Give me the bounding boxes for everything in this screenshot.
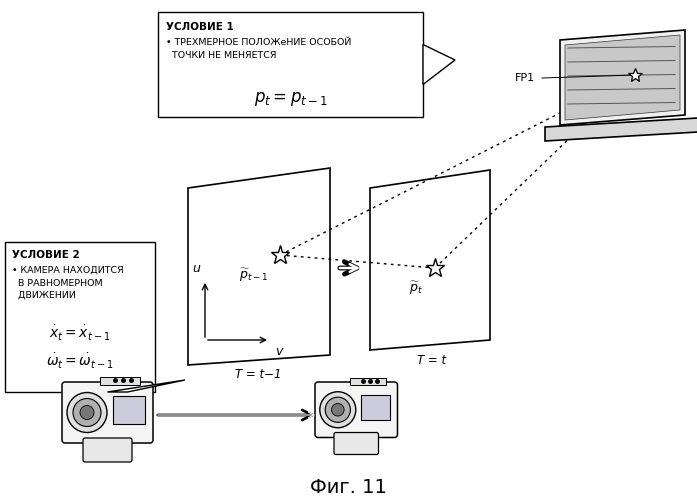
Circle shape — [325, 397, 351, 422]
Circle shape — [73, 398, 101, 426]
Text: • ТРЕХМЕРНОЕ ПОЛОЖеНИЕ ОСОБОЙ
  ТОЧКИ НЕ МЕНЯЕТСЯ: • ТРЕХМЕРНОЕ ПОЛОЖеНИЕ ОСОБОЙ ТОЧКИ НЕ М… — [166, 38, 351, 60]
FancyBboxPatch shape — [62, 382, 153, 443]
Text: $\dot{\omega}_t = \dot{\omega}_{t-1}$: $\dot{\omega}_t = \dot{\omega}_{t-1}$ — [46, 352, 114, 371]
FancyBboxPatch shape — [315, 382, 397, 438]
Polygon shape — [545, 118, 697, 141]
Polygon shape — [560, 30, 685, 125]
Text: T = t−1: T = t−1 — [235, 368, 282, 381]
Bar — [361, 395, 390, 420]
Bar — [100, 377, 140, 385]
Text: $\widetilde{p}_t$: $\widetilde{p}_t$ — [409, 280, 423, 297]
Text: T = t: T = t — [418, 354, 447, 367]
Text: $\dot{x}_t = \dot{x}_{t-1}$: $\dot{x}_t = \dot{x}_{t-1}$ — [49, 324, 111, 343]
Polygon shape — [423, 44, 455, 84]
Text: Фиг. 11: Фиг. 11 — [309, 478, 386, 497]
Text: u: u — [192, 262, 200, 275]
Bar — [158, 12, 423, 117]
Bar — [349, 378, 385, 385]
Polygon shape — [370, 170, 490, 350]
FancyBboxPatch shape — [83, 438, 132, 462]
Text: УСЛОВИЕ 2: УСЛОВИЕ 2 — [12, 250, 79, 260]
Text: $p_t = p_{t-1}$: $p_t = p_{t-1}$ — [254, 90, 328, 108]
Bar — [113, 396, 145, 424]
Polygon shape — [107, 380, 185, 392]
Circle shape — [67, 392, 107, 432]
Circle shape — [320, 392, 355, 428]
FancyBboxPatch shape — [334, 432, 378, 454]
Text: v: v — [275, 345, 282, 358]
Text: $\widetilde{p}_{t-1}$: $\widetilde{p}_{t-1}$ — [239, 267, 268, 284]
Polygon shape — [565, 35, 680, 120]
Text: • КАМЕРА НАХОДИТСЯ
  В РАВНОМЕРНОМ
  ДВИЖЕНИИ: • КАМЕРА НАХОДИТСЯ В РАВНОМЕРНОМ ДВИЖЕНИ… — [12, 266, 124, 300]
Polygon shape — [188, 168, 330, 365]
Text: FP1: FP1 — [515, 73, 535, 83]
Bar — [5, 242, 155, 392]
Circle shape — [80, 406, 94, 419]
Circle shape — [332, 404, 344, 416]
Text: УСЛОВИЕ 1: УСЛОВИЕ 1 — [166, 22, 233, 32]
